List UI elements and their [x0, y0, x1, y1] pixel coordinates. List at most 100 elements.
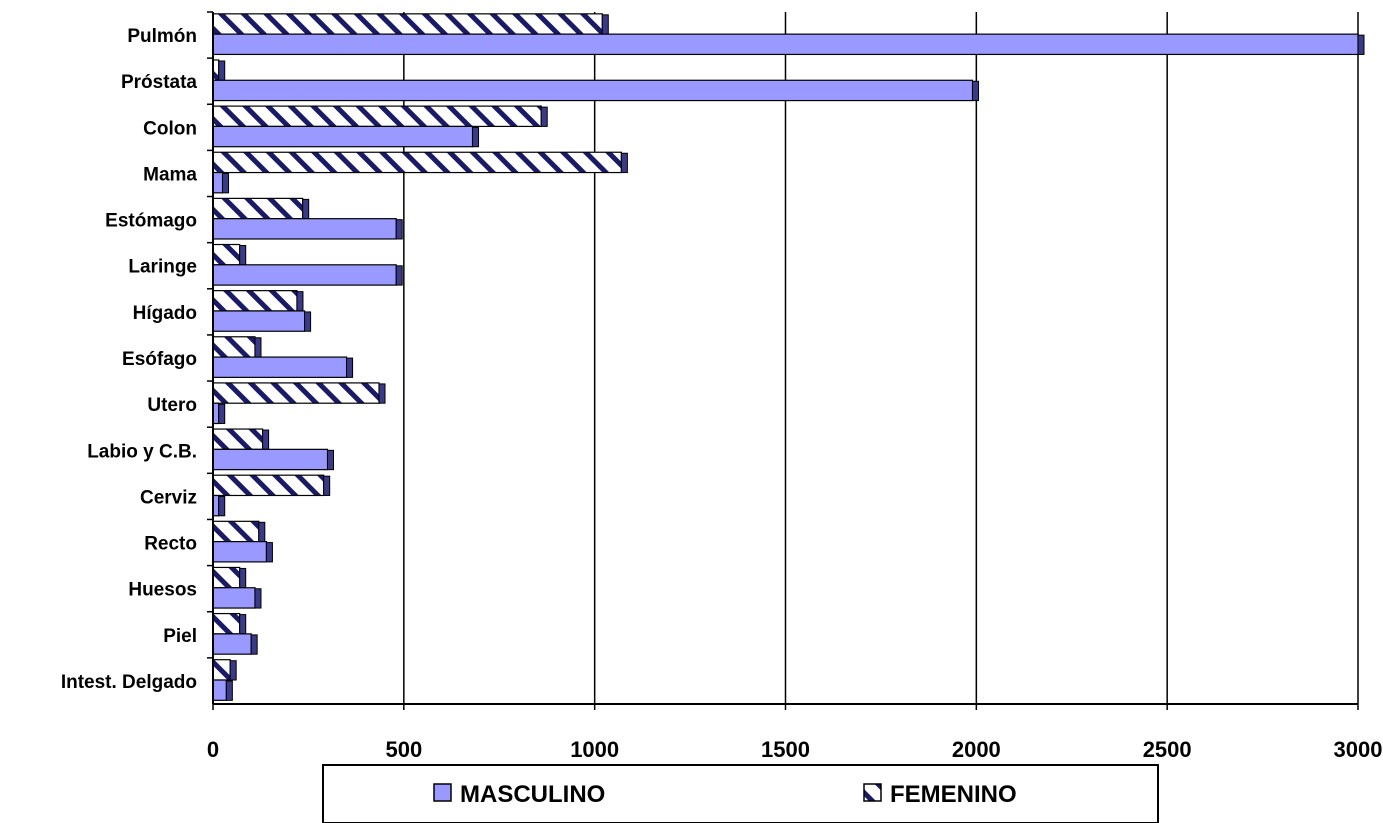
bar-femenino-face — [212, 243, 241, 266]
bar-masculino — [212, 587, 262, 609]
bar-femenino — [212, 382, 386, 404]
x-tick-label: 2500 — [1143, 737, 1192, 762]
bar-femenino-face — [212, 290, 298, 312]
bar-masculino — [212, 494, 226, 517]
category-label: Utero — [147, 395, 197, 416]
bar-masculino-face — [212, 356, 348, 378]
bar-femenino-face — [212, 659, 231, 681]
category-label: Pulmón — [127, 26, 197, 47]
category-label: Esófago — [122, 349, 197, 370]
bar-masculino-side — [225, 680, 233, 701]
bar-masculino-side — [972, 80, 980, 102]
x-tick-label: 0 — [207, 737, 219, 762]
bar-femenino — [212, 428, 270, 450]
bar-masculino-side — [218, 495, 226, 517]
bar-masculino — [212, 679, 233, 701]
bar-femenino-face — [212, 612, 241, 635]
bar-masculino — [212, 33, 1365, 56]
bar-masculino-face — [212, 125, 474, 148]
category-label: Colon — [143, 118, 197, 139]
bar-masculino-side — [472, 126, 480, 148]
bar-femenino-face — [212, 474, 325, 497]
category-label: Piel — [163, 626, 197, 647]
bar-femenino — [212, 659, 237, 681]
bar-masculino-face — [212, 448, 329, 471]
bar-masculino — [212, 633, 258, 655]
bar-femenino-side — [601, 14, 609, 35]
bar-femenino-side — [218, 60, 226, 81]
category-label: Labio y C.B. — [87, 441, 197, 462]
bar-femenino-side — [540, 106, 548, 127]
bar-masculino-face — [212, 310, 306, 332]
bar-masculino-face — [212, 218, 397, 240]
bar-femenino — [212, 336, 262, 358]
category-labels: Pulmón Próstata Colon Mama Estómago Laringe Hí… — [61, 11, 213, 693]
bar-masculino-side — [250, 634, 258, 655]
bar-masculino-side — [304, 311, 312, 332]
bar-femenino-side — [239, 567, 247, 589]
bar-masculino-side — [327, 449, 334, 471]
bar-femenino-side — [296, 291, 304, 312]
x-tick-label: 1000 — [570, 737, 619, 762]
bar-femenino-side — [323, 475, 331, 496]
bar-femenino — [212, 566, 247, 589]
bar-masculino — [212, 125, 480, 148]
bar-masculino — [212, 541, 273, 563]
bar-masculino-side — [1357, 34, 1365, 55]
bar-masculino-side — [346, 357, 354, 378]
x-tick-labels: 0 500 1000 1500 2000 2500 3000 — [207, 737, 1383, 762]
bar-masculino-side — [265, 542, 273, 563]
bar-masculino-side — [222, 173, 230, 194]
bar-masculino-side — [254, 588, 262, 609]
category-label: Cerviz — [140, 487, 197, 508]
bar-femenino — [212, 520, 266, 543]
bar-femenino-face — [212, 382, 380, 404]
bar-femenino-side — [239, 614, 247, 635]
category-label: Hígado — [133, 303, 197, 324]
bar-masculino-face — [212, 33, 1359, 56]
bar-masculino-side — [218, 403, 226, 425]
bar-femenino-face — [212, 566, 241, 589]
bar-femenino-side — [378, 383, 386, 404]
bar-femenino-side — [239, 245, 247, 266]
bar-femenino-face — [212, 197, 304, 220]
bar-masculino — [212, 356, 354, 378]
bar-femenino — [212, 290, 304, 312]
category-label: Mama — [143, 164, 197, 185]
bar-femenino — [212, 243, 247, 266]
category-label: Huesos — [128, 580, 197, 601]
bar-femenino — [212, 13, 609, 35]
legend: MASCULINO FEMENINO — [322, 764, 1159, 823]
bar-femenino-side — [302, 198, 310, 220]
legend-label-masculino: MASCULINO — [460, 781, 605, 808]
bar-femenino-face — [212, 520, 260, 543]
legend-box — [322, 764, 1159, 823]
bars — [212, 13, 1365, 701]
bar-masculino — [212, 402, 226, 425]
bar-femenino — [212, 59, 226, 81]
bar-masculino — [212, 218, 403, 240]
x-tick-label: 500 — [385, 737, 422, 762]
bar-femenino — [212, 197, 310, 220]
x-tick-label: 3000 — [1334, 737, 1383, 762]
bar-femenino-face — [212, 151, 622, 174]
bar-masculino-face — [212, 679, 227, 701]
bar-femenino-face — [212, 105, 542, 128]
bar-femenino-side — [254, 337, 262, 358]
category-label: Estómago — [105, 211, 197, 232]
bar-masculino-face — [212, 79, 974, 102]
category-label: Próstata — [121, 72, 197, 93]
bar-masculino — [212, 310, 312, 332]
bar-femenino — [212, 474, 331, 497]
bar-femenino-face — [212, 336, 256, 358]
bar-femenino-face — [212, 428, 264, 450]
bar-masculino-side — [395, 265, 403, 286]
bar-masculino-face — [212, 264, 397, 286]
bar-femenino — [212, 612, 247, 635]
bar-masculino-face — [212, 171, 224, 194]
bar-masculino-side — [395, 219, 403, 240]
bar-masculino-face — [212, 587, 256, 609]
bar-femenino-side — [258, 521, 266, 543]
bar-femenino-side — [620, 152, 628, 174]
